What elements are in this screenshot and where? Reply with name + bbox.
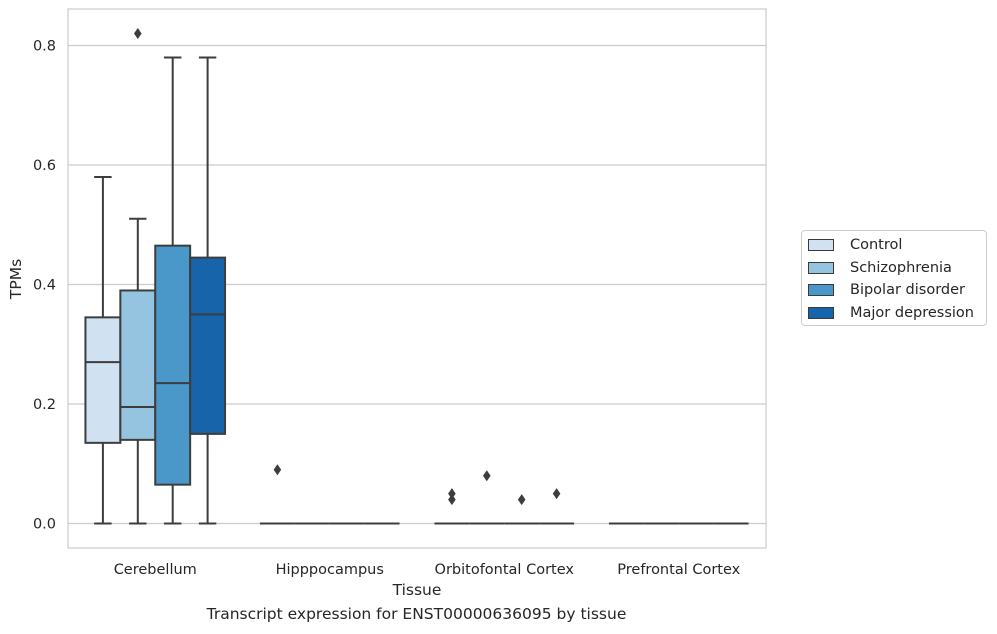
box-0-1 [119,28,157,525]
legend-label-control: Control [850,237,903,253]
boxes [84,28,749,525]
box-2-0 [434,488,470,525]
legend-label-major-depression: Major depression [850,305,974,321]
legend-swatch-schizophrenia [808,262,834,274]
outlier-point [448,494,456,506]
box-body [119,289,157,441]
plot-frame [67,8,767,549]
y-tick-label: 0.4 [33,278,56,294]
legend-swatch-control [808,239,834,251]
legend-item-major-depression: Major depression [808,303,974,323]
y-axis-ticks: 0.0 0.2 0.4 0.6 0.8 [33,39,56,533]
x-tick-label: Prefrontal Cortex [617,562,740,578]
legend-swatch-major-depression [808,307,834,319]
box-body [154,244,192,486]
y-tick-label: 0.6 [33,158,56,174]
legend-swatch-bipolar-disorder [808,284,834,296]
legend-label-bipolar-disorder: Bipolar disorder [850,282,965,298]
box-2-2 [504,494,540,525]
outlier-point [134,28,142,40]
outlier-point [517,494,526,506]
box-0-3 [189,56,227,525]
outlier-point [483,470,491,482]
x-axis-ticks: Cerebellum Hipppocampus Orbitofontal Corte… [114,562,741,578]
box-2-3 [539,488,575,525]
legend: Control Schizophrenia Bipolar disorder M… [801,230,987,326]
legend-item-schizophrenia: Schizophrenia [808,258,952,278]
box-2-1 [469,470,505,525]
outlier-point [552,488,561,500]
y-tick-label: 0.2 [33,397,56,413]
box-body [84,316,122,444]
y-tick-label: 0.8 [33,39,56,55]
y-axis-label: TPMs [7,259,25,300]
box-1-0 [259,464,295,525]
legend-item-control: Control [808,235,902,255]
x-tick-label: Hipppocampus [276,562,384,578]
x-tick-label: Orbitofontal Cortex [435,562,575,578]
legend-item-bipolar-disorder: Bipolar disorder [808,280,965,300]
x-tick-label: Cerebellum [114,562,197,578]
outlier-point [273,464,282,476]
box-0-0 [84,175,122,525]
x-axis-label: Tissue [392,581,442,599]
chart-caption: Transcript expression for ENST0000063609… [206,605,627,623]
box-0-2 [154,56,192,525]
legend-label-schizophrenia: Schizophrenia [850,260,952,276]
outlier-point [448,488,456,500]
y-tick-label: 0.0 [33,517,56,533]
box-body [189,256,227,435]
